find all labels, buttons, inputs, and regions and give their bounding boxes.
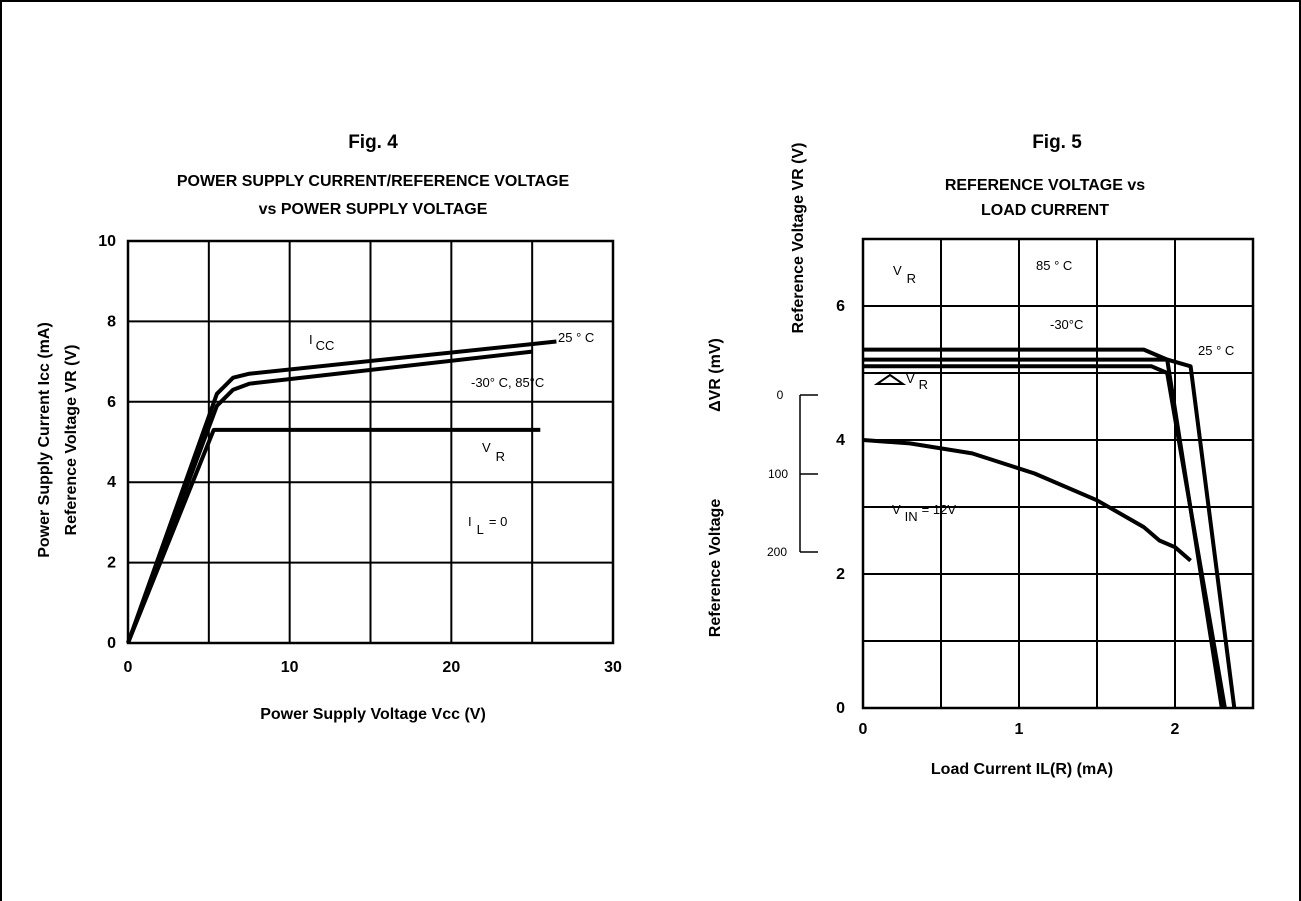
delta-icon — [873, 373, 907, 385]
fig4-ylabel-line2: Reference Voltage VR (V) — [63, 345, 80, 536]
fig4-ytick-label: 0 — [107, 635, 116, 652]
fig5-ytick-label: 4 — [836, 432, 845, 449]
fig4-annot-icc: I CC — [309, 332, 334, 353]
fig5-annot-m30c: -30°C — [1050, 317, 1083, 332]
fig5-ytick-label: 0 — [836, 700, 845, 717]
fig5-title-line1: REFERENCE VOLTAGE vs — [945, 177, 1145, 194]
fig4-series-v-r — [126, 427, 541, 644]
fig5-series — [862, 347, 1237, 709]
fig4-chart: Fig. 4 POWER SUPPLY CURRENT/REFERENCE VO… — [36, 132, 622, 723]
fig4-title-line1: POWER SUPPLY CURRENT/REFERENCE VOLTAGE — [177, 173, 570, 190]
fig5-series-v-r-30-c — [863, 364, 1227, 709]
fig5-xtick-label: 1 — [1015, 721, 1024, 738]
fig4-title-line2: vs POWER SUPPLY VOLTAGE — [259, 201, 488, 218]
fig5-annot-vin: V IN = 12V — [892, 502, 956, 524]
fig5-grid — [861, 237, 1255, 710]
fig4-series-i-cc-30-c-85-c — [126, 349, 533, 644]
fig5-xtick-label: 2 — [1171, 721, 1180, 738]
fig5-dvr-tick-200: 200 — [767, 545, 787, 559]
fig5-xlabel: Load Current IL(R) (mA) — [931, 761, 1113, 778]
fig4-ytick-label: 10 — [98, 233, 116, 250]
fig5-dvr-tick-100: 100 — [768, 467, 788, 481]
fig5-label: Fig. 5 — [1032, 132, 1082, 153]
fig5-delta-scale: 0 100 200 — [767, 388, 818, 559]
fig4-xlabel: Power Supply Voltage Vcc (V) — [260, 706, 486, 723]
fig5-series-v-r-v-in-12v — [862, 438, 1192, 563]
fig4-annot-vr: VR — [482, 440, 505, 464]
fig5-series-v-r-85-c — [863, 347, 1224, 709]
fig5-dvr-tick-0: 0 — [777, 388, 784, 402]
fig4-xtick-label: 30 — [604, 659, 622, 676]
fig4-ytick-label: 2 — [107, 555, 116, 572]
fig5-tick-labels: 0 1 2 0 2 4 6 — [836, 298, 1179, 738]
fig5-annot-25c: 25 ° C — [1198, 343, 1234, 358]
fig5-dvr-label: ΔVR (mV) — [707, 338, 724, 412]
fig4-ytick-label: 8 — [107, 313, 116, 330]
fig5-ylabel-bottom: Reference Voltage — [707, 499, 724, 638]
fig4-annot-il: IL= 0 — [468, 514, 507, 537]
fig5-ytick-label: 6 — [836, 298, 845, 315]
fig5-chart: Fig. 5 REFERENCE VOLTAGE vs LOAD CURRENT… — [707, 132, 1255, 778]
fig4-xtick-label: 0 — [124, 659, 133, 676]
fig5-title-line2: LOAD CURRENT — [981, 202, 1109, 219]
fig4-xtick-label: 20 — [442, 659, 460, 676]
fig5-annot-vr: VR — [893, 263, 916, 286]
fig5-ylabel-top: Reference Voltage VR (V) — [790, 143, 807, 334]
fig5-annot-85c: 85 ° C — [1036, 258, 1072, 273]
fig4-series — [126, 339, 557, 644]
fig4-ytick-label: 6 — [107, 394, 116, 411]
fig5-xtick-label: 0 — [859, 721, 868, 738]
fig4-annot-25c: 25 ° C — [558, 330, 594, 345]
fig5-plot-frame — [861, 237, 1255, 710]
fig4-grid — [126, 239, 615, 645]
fig5-ytick-label: 2 — [836, 566, 845, 583]
fig4-ytick-label: 4 — [107, 474, 116, 491]
fig4-ylabel-line1: Power Supply Current Icc (mA) — [36, 322, 53, 558]
fig4-annot-other-temps: -30° C, 85°C — [471, 375, 544, 390]
fig4-series-i-cc-25-c — [126, 339, 557, 644]
fig4-label: Fig. 4 — [348, 132, 398, 153]
fig4-xtick-label: 10 — [281, 659, 299, 676]
fig5-series-v-r-25-c — [863, 357, 1237, 709]
fig4-tick-labels: 0 10 20 30 0 2 4 6 8 10 — [98, 233, 622, 676]
